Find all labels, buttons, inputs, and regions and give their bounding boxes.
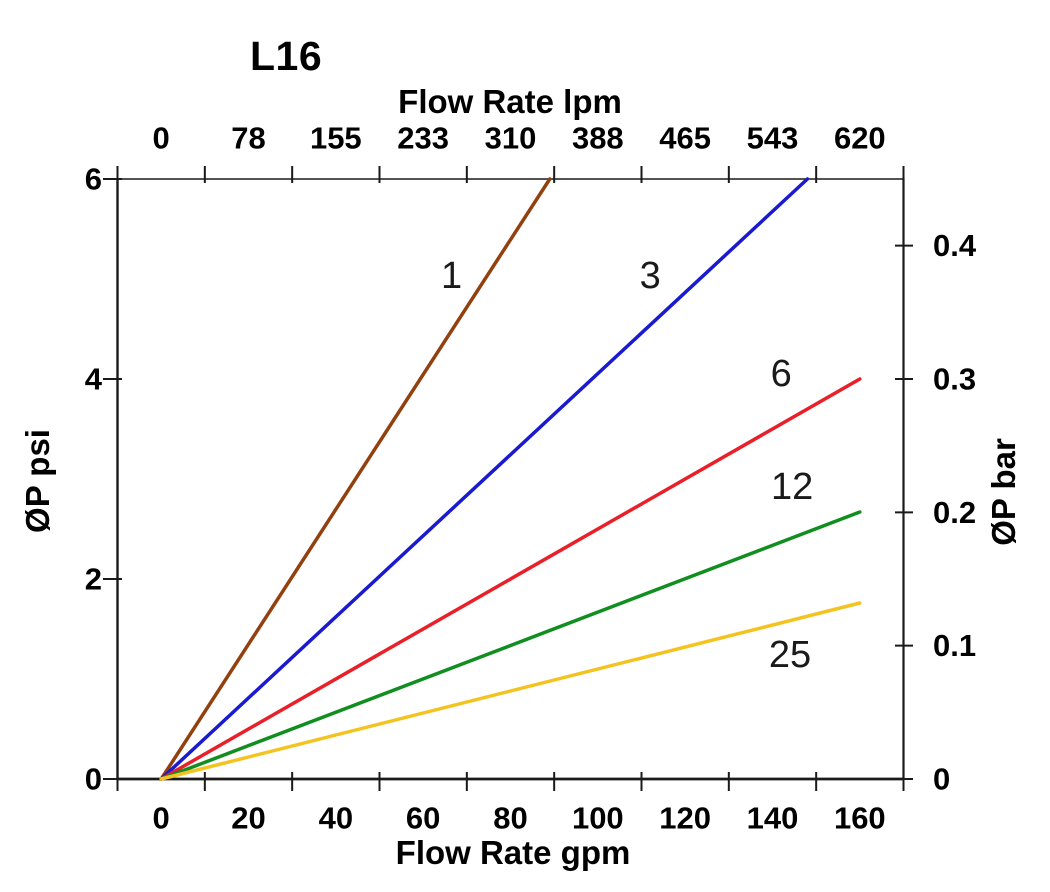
top-tick-label: 0 <box>153 121 170 156</box>
bottom-tick-label: 60 <box>406 801 440 836</box>
top-tick-label: 233 <box>397 121 449 156</box>
top-tick-label: 310 <box>485 121 537 156</box>
right-tick-label: 0.4 <box>933 228 977 263</box>
series-label-25: 25 <box>769 634 811 676</box>
series-label-3: 3 <box>640 255 661 297</box>
bottom-tick-label: 0 <box>153 801 170 836</box>
left-tick-label: 0 <box>85 762 102 797</box>
series-line-12 <box>159 510 862 781</box>
bottom-tick-label: 40 <box>319 801 353 836</box>
bottom-tick-label: 20 <box>231 801 265 836</box>
series-line-3 <box>159 177 810 781</box>
top-tick-label: 388 <box>572 121 624 156</box>
chart-title: L16 <box>250 33 323 79</box>
series-line-6 <box>159 377 862 781</box>
series-line-1 <box>159 177 552 781</box>
left-tick-label: 4 <box>85 362 103 397</box>
series-line-25 <box>159 601 862 781</box>
top-tick-label: 78 <box>231 121 265 156</box>
top-tick-label: 155 <box>310 121 362 156</box>
left-tick-label: 6 <box>85 162 102 197</box>
top-tick-label: 543 <box>747 121 799 156</box>
top-axis-title: Flow Rate lpm <box>398 83 622 120</box>
top-tick-label: 620 <box>834 121 886 156</box>
series-label-1: 1 <box>441 255 462 297</box>
series-label-12: 12 <box>771 466 813 508</box>
bottom-tick-label: 120 <box>659 801 711 836</box>
series-label-6: 6 <box>771 353 792 395</box>
top-tick-label: 465 <box>659 121 711 156</box>
right-tick-label: 0.3 <box>933 362 976 397</box>
bottom-tick-label: 80 <box>493 801 527 836</box>
left-tick-label: 2 <box>85 562 102 597</box>
bottom-tick-label: 160 <box>834 801 886 836</box>
right-tick-label: 0.1 <box>933 628 976 663</box>
right-tick-label: 0 <box>933 762 950 797</box>
bottom-axis-title: Flow Rate gpm <box>395 834 631 871</box>
bottom-tick-label: 140 <box>747 801 799 836</box>
bottom-tick-label: 100 <box>572 801 624 836</box>
right-tick-label: 0.2 <box>933 495 976 530</box>
